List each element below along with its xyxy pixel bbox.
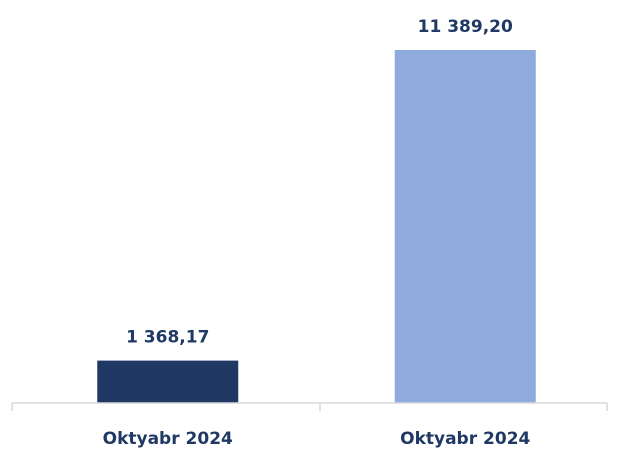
bar: [97, 360, 239, 403]
data-label: 1 368,17: [126, 328, 209, 348]
bar: [394, 50, 536, 403]
x-tick-label: Oktyabr 2024: [103, 429, 233, 449]
x-tick-label: Oktyabr 2024: [400, 429, 530, 449]
data-label: 11 389,20: [418, 17, 513, 37]
